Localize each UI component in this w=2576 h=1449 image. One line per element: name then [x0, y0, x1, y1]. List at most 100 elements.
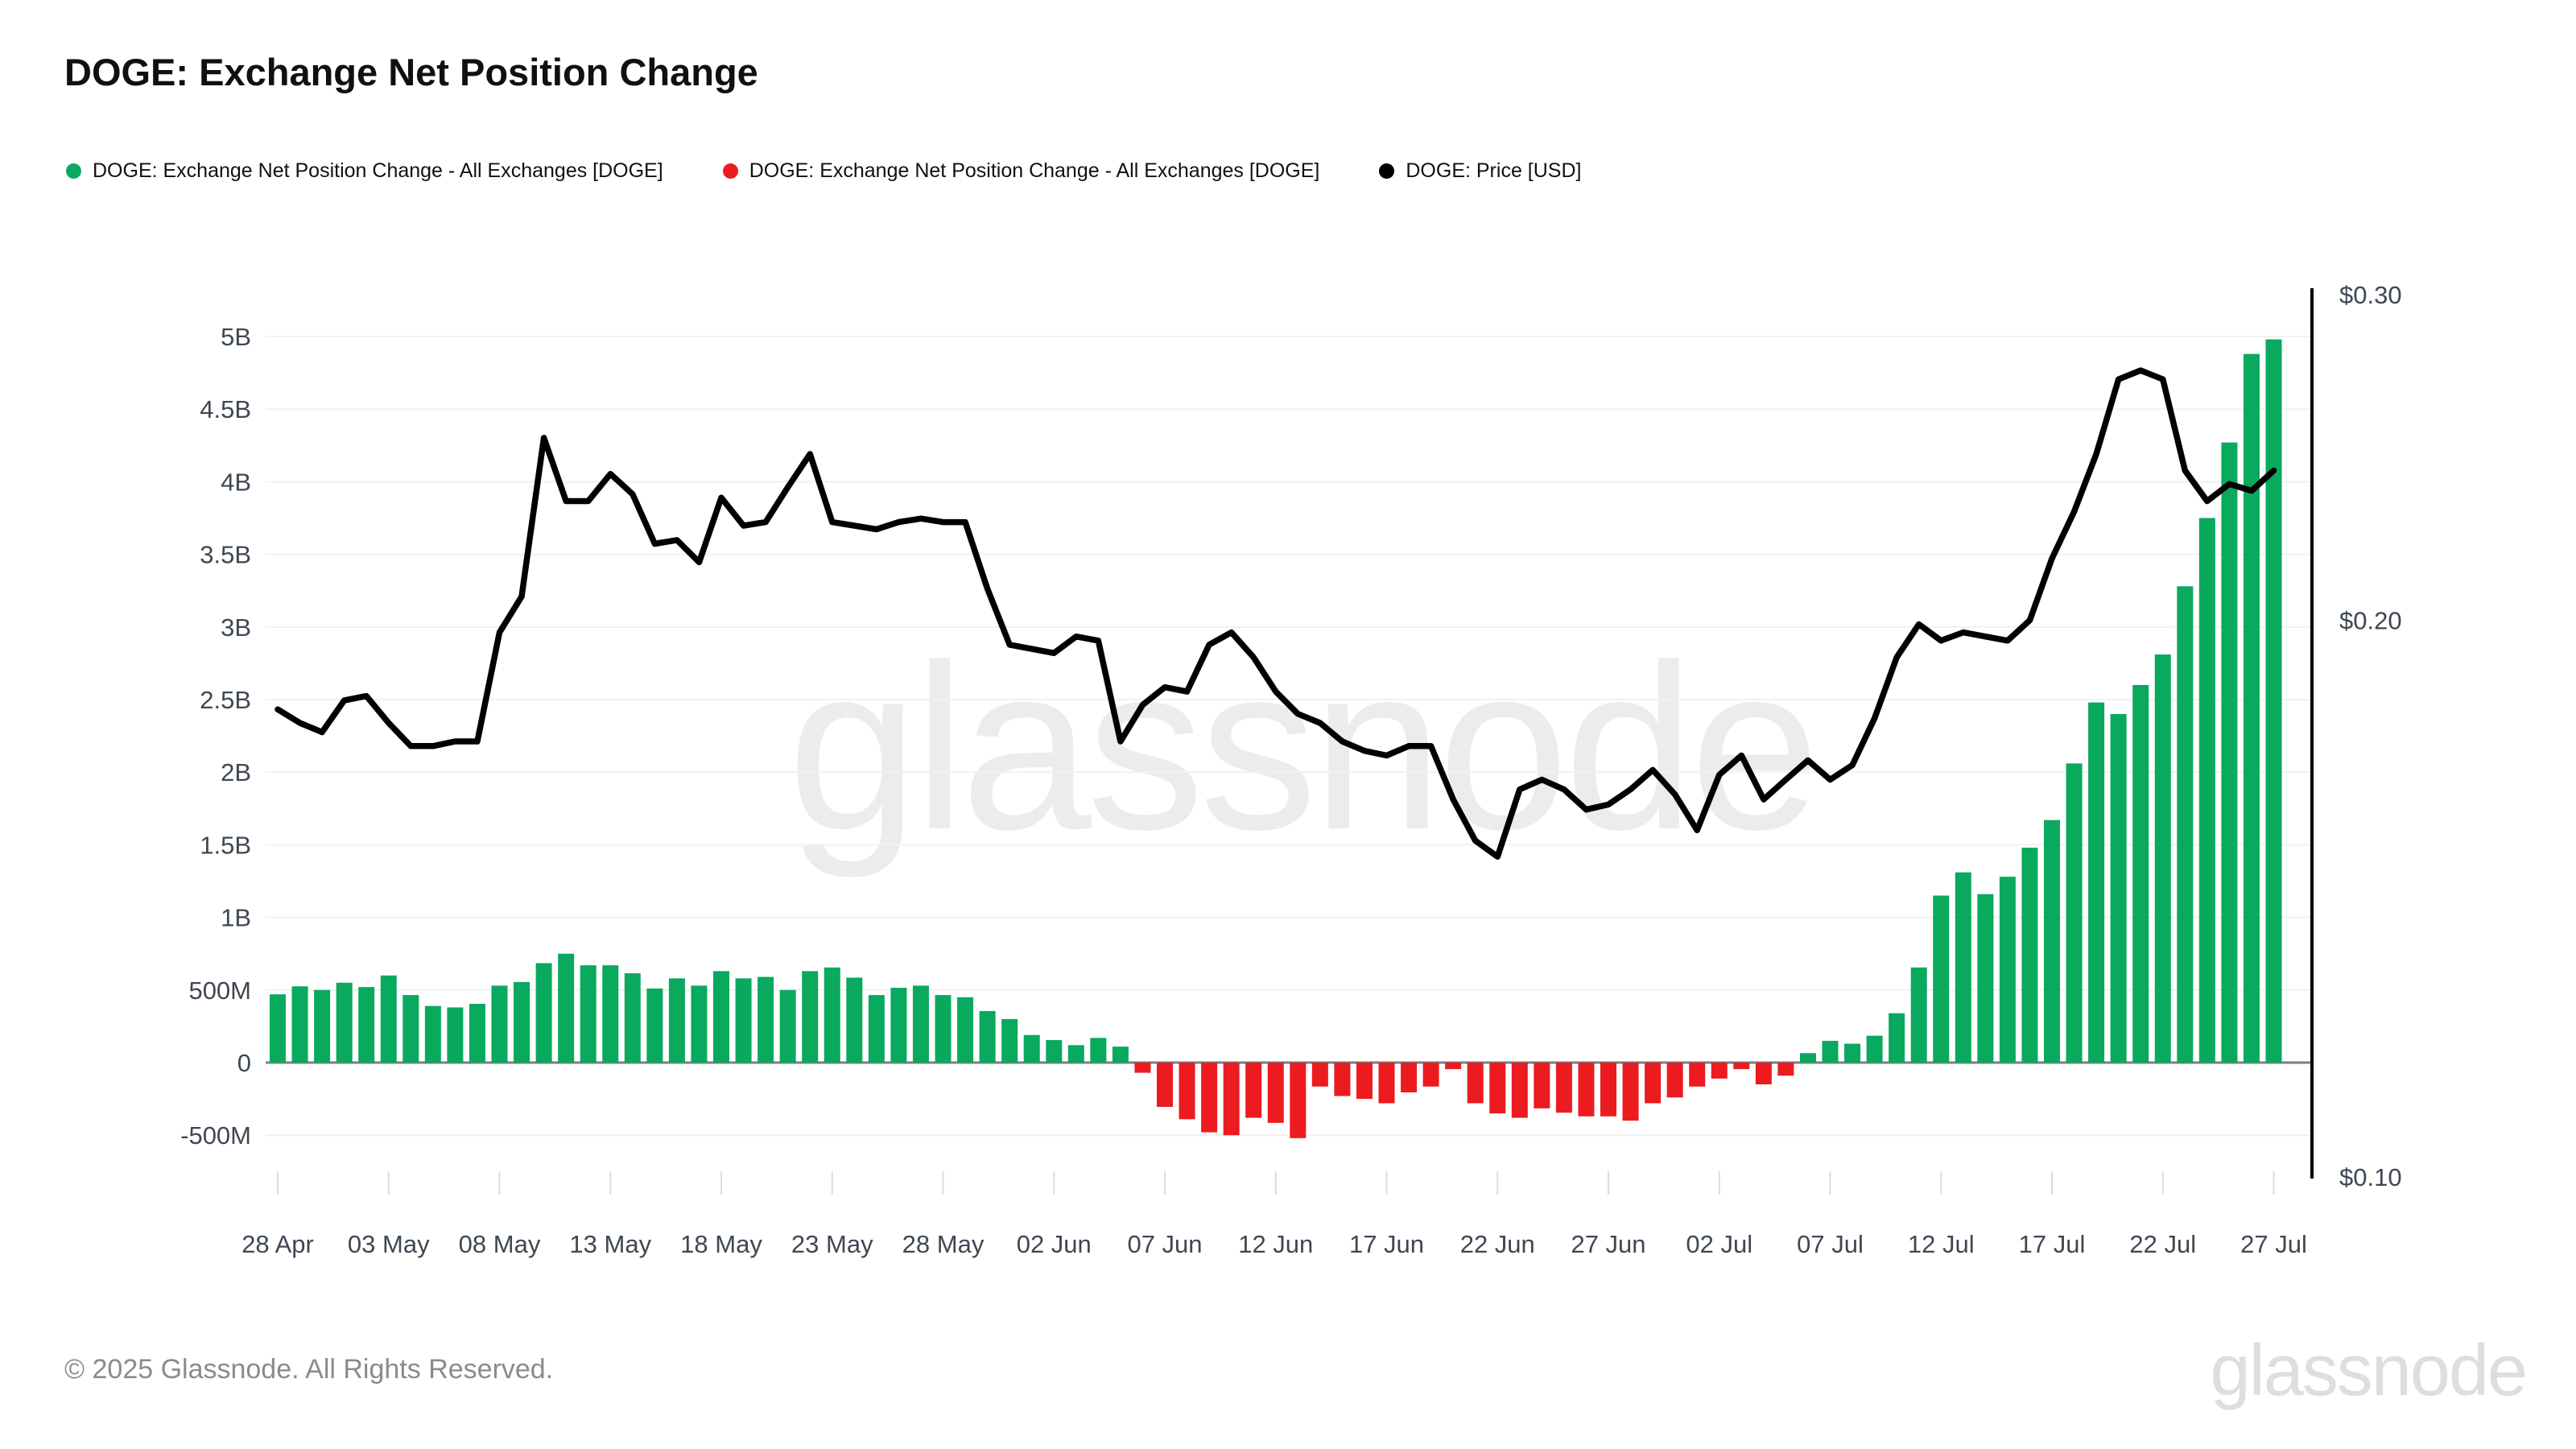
x-axis-tick-label: 13 May	[569, 1230, 651, 1258]
net-position-bar	[979, 1010, 996, 1063]
net-position-bar	[1955, 872, 1971, 1063]
x-axis-tick-label: 17 Jul	[2019, 1230, 2086, 1258]
net-position-bar	[358, 987, 375, 1063]
net-position-bar	[1356, 1063, 1373, 1100]
net-position-bar	[2088, 702, 2105, 1063]
net-position-bar	[1489, 1063, 1506, 1114]
net-position-bar	[2198, 518, 2215, 1063]
y-axis-tick-label: 3.5B	[200, 541, 251, 569]
legend-item-price[interactable]: DOGE: Price [USD]	[1379, 159, 1581, 183]
net-position-bar	[336, 982, 353, 1063]
legend-item-netposition-negative[interactable]: DOGE: Exchange Net Position Change - All…	[722, 159, 1320, 183]
x-axis-tick-label: 28 Apr	[242, 1230, 314, 1258]
net-position-bar	[1445, 1063, 1462, 1070]
net-position-bar	[1822, 1040, 1839, 1063]
net-position-bar	[1245, 1063, 1262, 1118]
net-position-bar	[824, 967, 840, 1063]
net-position-bar	[1112, 1046, 1129, 1063]
net-position-bar	[514, 981, 530, 1063]
net-position-bar	[602, 965, 619, 1063]
y-axis-tick-label: 4B	[221, 468, 251, 496]
net-position-bar	[469, 1003, 485, 1063]
net-position-bar	[1933, 895, 1950, 1063]
net-position-bar	[868, 995, 885, 1063]
net-position-bar	[380, 975, 397, 1063]
net-position-bar	[912, 985, 929, 1063]
net-position-bar	[2110, 714, 2127, 1063]
net-position-bar	[2021, 848, 2038, 1063]
y-axis-tick-label: 2B	[221, 758, 251, 786]
x-axis-tick-label: 02 Jun	[1017, 1230, 1092, 1258]
legend-label: DOGE: Price [USD]	[1406, 159, 1582, 182]
x-axis-tick-label: 22 Jun	[1460, 1230, 1535, 1258]
y-axis-tick-label: 3B	[221, 613, 251, 642]
y-axis-tick-label: 2.5B	[200, 686, 251, 714]
net-position-bar	[758, 976, 774, 1063]
x-axis-tick-label: 27 Jun	[1571, 1230, 1645, 1258]
price-axis-tick-label: $0.30	[2339, 281, 2402, 309]
net-position-bar	[1090, 1038, 1107, 1063]
net-position-bar	[691, 985, 708, 1063]
y-axis-tick-label: 4.5B	[200, 395, 251, 423]
legend-dot-green-icon	[66, 163, 81, 179]
net-position-bar	[2154, 654, 2171, 1063]
x-axis-tick-label: 23 May	[791, 1230, 873, 1258]
net-position-bar	[1067, 1045, 1084, 1063]
net-position-bar	[1201, 1063, 1218, 1133]
net-position-bar	[935, 995, 952, 1063]
net-position-bar	[668, 978, 685, 1063]
net-position-bar	[1910, 967, 1927, 1063]
net-position-bar	[1689, 1063, 1706, 1087]
net-position-bar	[1977, 894, 1994, 1063]
net-position-bar	[402, 995, 419, 1063]
net-position-bar	[424, 1005, 441, 1063]
net-position-bar	[2243, 353, 2260, 1063]
x-axis-tick-label: 03 May	[348, 1230, 430, 1258]
net-position-bar	[1223, 1063, 1240, 1136]
x-axis-tick-label: 02 Jul	[1686, 1230, 1752, 1258]
net-position-bar	[846, 977, 863, 1063]
net-position-bar	[2044, 819, 2060, 1063]
x-axis-tick-label: 17 Jun	[1349, 1230, 1424, 1258]
x-axis-tick-label: 12 Jul	[1908, 1230, 1975, 1258]
page-title: DOGE: Exchange Net Position Change	[64, 51, 758, 93]
net-position-bar	[1157, 1063, 1173, 1108]
net-position-bar	[957, 997, 974, 1063]
legend-dot-black-icon	[1379, 163, 1395, 179]
net-position-bar	[735, 978, 752, 1063]
net-position-bar	[1799, 1053, 1816, 1063]
net-position-bar	[624, 973, 641, 1063]
net-position-bar	[270, 994, 286, 1063]
legend-dot-red-icon	[722, 163, 738, 179]
legend-label: DOGE: Exchange Net Position Change - All…	[749, 159, 1320, 182]
net-position-bar	[580, 965, 597, 1063]
net-position-bar	[2221, 442, 2238, 1063]
net-position-bar	[1467, 1063, 1484, 1104]
glassnode-logo: glassnode	[2210, 1331, 2528, 1411]
x-axis-tick-label: 08 May	[459, 1230, 541, 1258]
net-position-bar	[646, 988, 663, 1063]
net-position-bar	[535, 963, 552, 1063]
net-position-bar	[447, 1007, 464, 1063]
net-position-bar	[1600, 1063, 1616, 1117]
net-position-bar	[314, 989, 331, 1063]
net-position-bar	[1622, 1063, 1639, 1121]
net-position-bar	[890, 988, 907, 1063]
net-position-bar	[1578, 1063, 1595, 1117]
price-line	[275, 367, 2277, 860]
price-axis-tick-label: $0.20	[2339, 607, 2402, 635]
net-position-bar	[1422, 1063, 1439, 1087]
x-axis-tick-label: 07 Jun	[1127, 1230, 1202, 1258]
net-position-bar	[713, 971, 729, 1063]
net-position-bar	[1645, 1063, 1662, 1104]
net-position-bar	[1311, 1063, 1328, 1087]
net-position-bar	[1534, 1063, 1550, 1108]
net-position-bar	[802, 971, 819, 1063]
x-axis-tick-label: 28 May	[902, 1230, 985, 1258]
footer-copyright: © 2025 Glassnode. All Rights Reserved.	[64, 1354, 554, 1385]
x-axis-tick-label: 12 Jun	[1238, 1230, 1313, 1258]
net-position-bar	[1711, 1063, 1728, 1079]
legend-item-netposition-positive[interactable]: DOGE: Exchange Net Position Change - All…	[66, 159, 663, 183]
